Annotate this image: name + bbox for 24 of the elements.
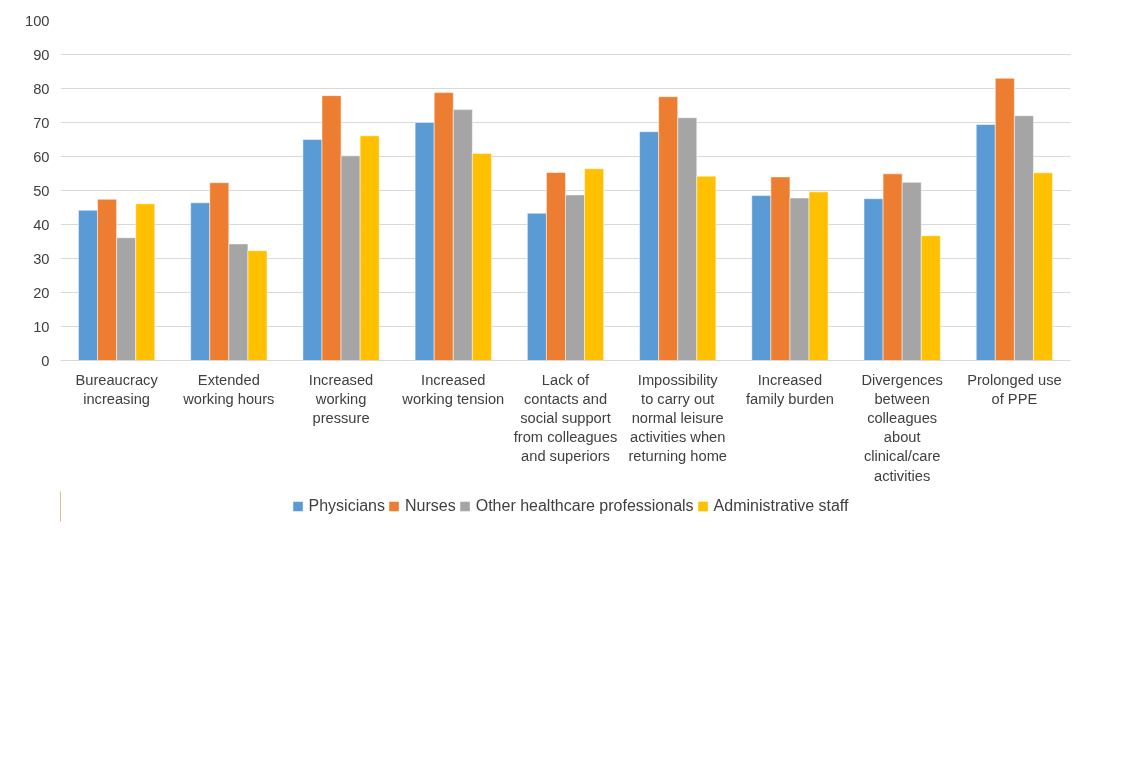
x-tick-label: Increased working tension bbox=[401, 371, 505, 407]
y-tick-label: 40 bbox=[33, 216, 50, 233]
y-tick-label: 50 bbox=[33, 182, 50, 199]
y-tick-label: 20 bbox=[33, 284, 50, 301]
x-tick-label: Divergences between colleagues about clinical/care activities bbox=[861, 371, 943, 484]
x-tick-label: Impossibility to carry out normal leisure activities when returning home bbox=[628, 371, 728, 465]
x-tick-label: Increased working pressure bbox=[308, 371, 374, 426]
legend-label: Other healthcare professionals bbox=[475, 497, 694, 515]
y-tick-label: 10 bbox=[33, 318, 50, 335]
y-tick-label: 90 bbox=[33, 46, 50, 63]
y-tick-label: 100 bbox=[25, 12, 50, 29]
x-tick-label: Increased family burden bbox=[745, 371, 834, 407]
y-tick-label: 70 bbox=[33, 114, 50, 131]
legend-label: Nurses bbox=[405, 497, 456, 515]
x-tick-label: Prolonged use of PPE bbox=[967, 371, 1062, 407]
legend-label: Administrative staff bbox=[713, 497, 849, 515]
y-tick-label: 60 bbox=[33, 148, 50, 165]
y-tick-label: 80 bbox=[33, 80, 50, 97]
x-tick-label: Extended working hours bbox=[182, 371, 275, 407]
legend-label: Physicians bbox=[308, 497, 386, 515]
y-tick-label: 30 bbox=[33, 250, 50, 267]
x-tick-label: Bureaucracy increasing bbox=[75, 371, 159, 407]
x-tick-label: Lack of contacts and social support from colleagues and superiors bbox=[513, 371, 618, 465]
y-tick-label: 0 bbox=[41, 352, 50, 369]
